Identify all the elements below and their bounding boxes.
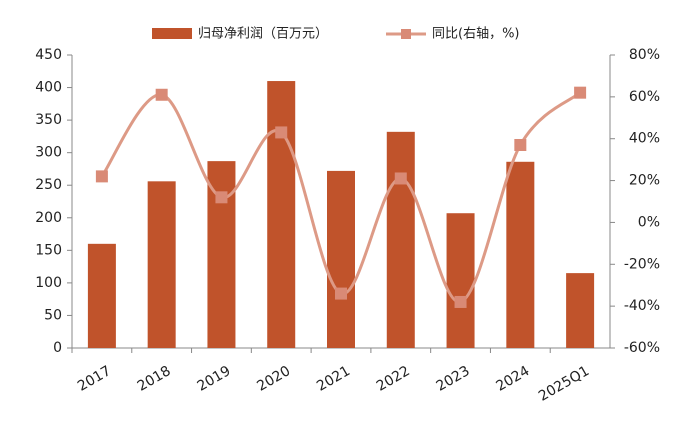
x-tick-label: 2024 — [493, 363, 532, 395]
y-tick-label: 450 — [35, 47, 62, 63]
y-tick-label: 0 — [53, 340, 62, 356]
bar — [386, 131, 415, 348]
y2-tick-label: 60% — [629, 89, 660, 105]
bar — [327, 170, 355, 348]
x-tick-label: 2022 — [374, 363, 413, 395]
y-tick-label: 50 — [44, 307, 62, 323]
y-tick-label: 100 — [35, 275, 62, 291]
x-tick-label: 2019 — [195, 363, 234, 395]
x-tick-label: 2017 — [75, 363, 114, 395]
line-marker — [335, 287, 347, 300]
line-marker — [155, 88, 168, 101]
legend-swatch — [152, 28, 192, 39]
legend-marker — [401, 29, 411, 39]
y-tick-label: 300 — [35, 145, 62, 161]
legend-label: 归母净利润（百万元） — [198, 27, 328, 42]
bar — [87, 243, 116, 348]
legend: 归母净利润（百万元） 同比(右轴，%) — [152, 27, 520, 42]
y-tick-label: 200 — [35, 210, 62, 226]
y2-tick-label: 20% — [629, 173, 660, 189]
bar — [147, 181, 176, 348]
y2-tick-label: 0% — [638, 214, 660, 230]
x-tick-label: 2018 — [135, 363, 174, 395]
bar — [566, 273, 595, 348]
legend-label: 同比(右轴，%) — [432, 27, 520, 42]
y-tick-label: 400 — [35, 80, 62, 96]
y2-tick-label: 80% — [629, 47, 660, 63]
line-marker — [215, 191, 228, 204]
y2-tick-label: -20% — [624, 256, 660, 272]
line-marker — [275, 126, 288, 139]
line-marker — [394, 172, 407, 185]
line-marker — [95, 170, 108, 183]
line-marker — [574, 86, 587, 99]
x-tick-label: 2025Q1 — [536, 363, 592, 405]
y-tick-label: 250 — [35, 177, 62, 193]
y-tick-label: 350 — [35, 112, 62, 128]
line-marker — [454, 295, 467, 308]
bar — [267, 81, 296, 349]
line-marker — [514, 138, 527, 151]
bar — [446, 213, 475, 348]
bar — [506, 161, 535, 348]
y2-tick-label: -40% — [624, 298, 660, 314]
x-tick-label: 2021 — [314, 363, 353, 395]
x-tick-label: 2020 — [254, 363, 293, 395]
x-tick-label: 2023 — [434, 363, 473, 395]
y2-tick-label: 40% — [629, 131, 660, 147]
y2-tick-label: -60% — [624, 340, 660, 356]
y-tick-label: 150 — [35, 242, 62, 258]
